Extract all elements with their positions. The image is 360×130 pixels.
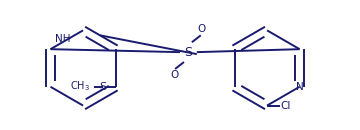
Text: Cl: Cl bbox=[280, 101, 291, 110]
Text: O: O bbox=[170, 70, 178, 80]
Text: CH$_3$: CH$_3$ bbox=[70, 79, 90, 93]
Text: O: O bbox=[198, 24, 206, 34]
Text: NH: NH bbox=[55, 34, 71, 44]
Text: N: N bbox=[296, 82, 303, 92]
Text: S: S bbox=[99, 82, 106, 92]
Text: S: S bbox=[184, 46, 192, 59]
